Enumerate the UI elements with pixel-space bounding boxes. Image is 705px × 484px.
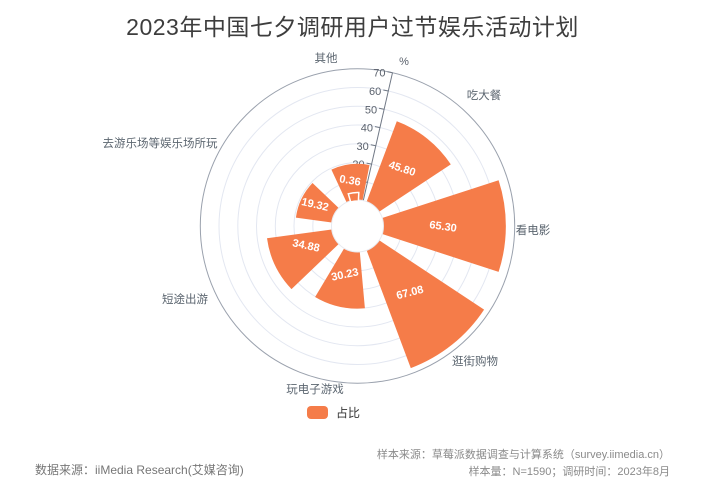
value-label-玩电子游戏: 30.23 xyxy=(330,266,359,283)
axis-tick xyxy=(366,162,372,165)
category-label-去游乐场等娱乐场所玩: 去游乐场等娱乐场所玩 xyxy=(103,136,218,150)
polar-outer-ring xyxy=(199,68,516,384)
sector-逛街购物[interactable] xyxy=(366,240,485,369)
sector-去游乐场等娱乐场所玩[interactable] xyxy=(295,183,339,223)
legend-swatch-proportion[interactable] xyxy=(307,406,328,419)
value-label-其他: 0.36 xyxy=(338,173,361,189)
sample-source-note: 样本来源：草莓派数据调查与计算系统（survey.iimedia.cn） xyxy=(376,449,670,461)
legend[interactable]: 占比 xyxy=(307,404,360,421)
center-hole xyxy=(331,199,384,253)
axis-tick-label: 40 xyxy=(361,123,373,135)
value-label-看电影: 65.30 xyxy=(429,219,458,235)
sample-info-note: 样本量：N=1590；调研时间：2023年8月 xyxy=(468,465,670,478)
category-label-玩电子游戏: 玩电子游戏 xyxy=(286,383,344,396)
axis-tick-label: 30 xyxy=(357,141,369,153)
value-label-短途出游: 34.88 xyxy=(291,237,320,254)
data-source-note: 数据来源：iiMedia Research(艾媒咨询) xyxy=(35,463,244,477)
nightingale-chart: 010203040506070%0.3645.8065.3067.0830.23… xyxy=(103,52,551,396)
category-label-看电影: 看电影 xyxy=(516,223,551,237)
category-label-其他: 其他 xyxy=(315,52,338,65)
category-label-短途出游: 短途出游 xyxy=(162,292,208,306)
axis-tick-label: 50 xyxy=(365,104,377,116)
category-label-吃大餐: 吃大餐 xyxy=(467,88,502,102)
sector-其他-backdrop[interactable] xyxy=(331,163,370,203)
sector-其他[interactable] xyxy=(347,191,360,203)
sample-notes: 样本来源：草莓派数据调查与计算系统（survey.iimedia.cn） 样本量… xyxy=(377,447,670,480)
axis-tick xyxy=(370,144,376,147)
axis-tick-label: 70 xyxy=(373,68,385,80)
sector-看电影[interactable] xyxy=(382,180,506,272)
axis-tick xyxy=(374,126,381,129)
category-label-逛街购物: 逛街购物 xyxy=(452,354,498,368)
axis-tick xyxy=(383,89,389,92)
axis-tick xyxy=(387,71,393,74)
radius-axis-line xyxy=(362,72,393,203)
axis-tick-label: 60 xyxy=(369,86,381,98)
sector-玩电子游戏[interactable] xyxy=(315,248,365,309)
chart-title: 2023年中国七夕调研用户过节娱乐活动计划 xyxy=(126,14,579,40)
sector-短途出游[interactable] xyxy=(267,229,339,290)
sector-吃大餐[interactable] xyxy=(366,121,451,212)
axis-tick xyxy=(379,107,385,110)
legend-label[interactable]: 占比 xyxy=(336,406,361,420)
axis-unit-label: % xyxy=(399,56,409,68)
